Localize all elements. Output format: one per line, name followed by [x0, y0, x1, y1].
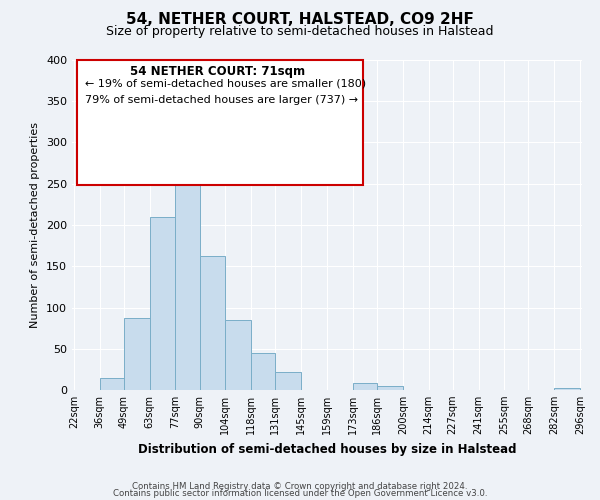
Bar [175, 144, 199, 390]
Text: Size of property relative to semi-detached houses in Halstead: Size of property relative to semi-detach… [106, 25, 494, 38]
Bar [377, 386, 403, 390]
FancyBboxPatch shape [77, 60, 363, 186]
Text: 54, NETHER COURT, HALSTEAD, CO9 2HF: 54, NETHER COURT, HALSTEAD, CO9 2HF [126, 12, 474, 28]
Bar [554, 388, 580, 390]
Bar [100, 378, 124, 390]
Bar [353, 384, 377, 390]
X-axis label: Distribution of semi-detached houses by size in Halstead: Distribution of semi-detached houses by … [138, 442, 516, 456]
Bar [149, 217, 175, 390]
Text: 79% of semi-detached houses are larger (737) →: 79% of semi-detached houses are larger (… [85, 94, 358, 104]
Y-axis label: Number of semi-detached properties: Number of semi-detached properties [31, 122, 40, 328]
Bar [226, 320, 251, 390]
Text: Contains HM Land Registry data © Crown copyright and database right 2024.: Contains HM Land Registry data © Crown c… [132, 482, 468, 491]
Bar [251, 353, 275, 390]
Text: ← 19% of semi-detached houses are smaller (180): ← 19% of semi-detached houses are smalle… [85, 78, 366, 88]
Text: 54 NETHER COURT: 71sqm: 54 NETHER COURT: 71sqm [130, 65, 305, 78]
Text: Contains public sector information licensed under the Open Government Licence v3: Contains public sector information licen… [113, 489, 487, 498]
Bar [124, 318, 149, 390]
Bar [199, 256, 226, 390]
Bar [275, 372, 301, 390]
